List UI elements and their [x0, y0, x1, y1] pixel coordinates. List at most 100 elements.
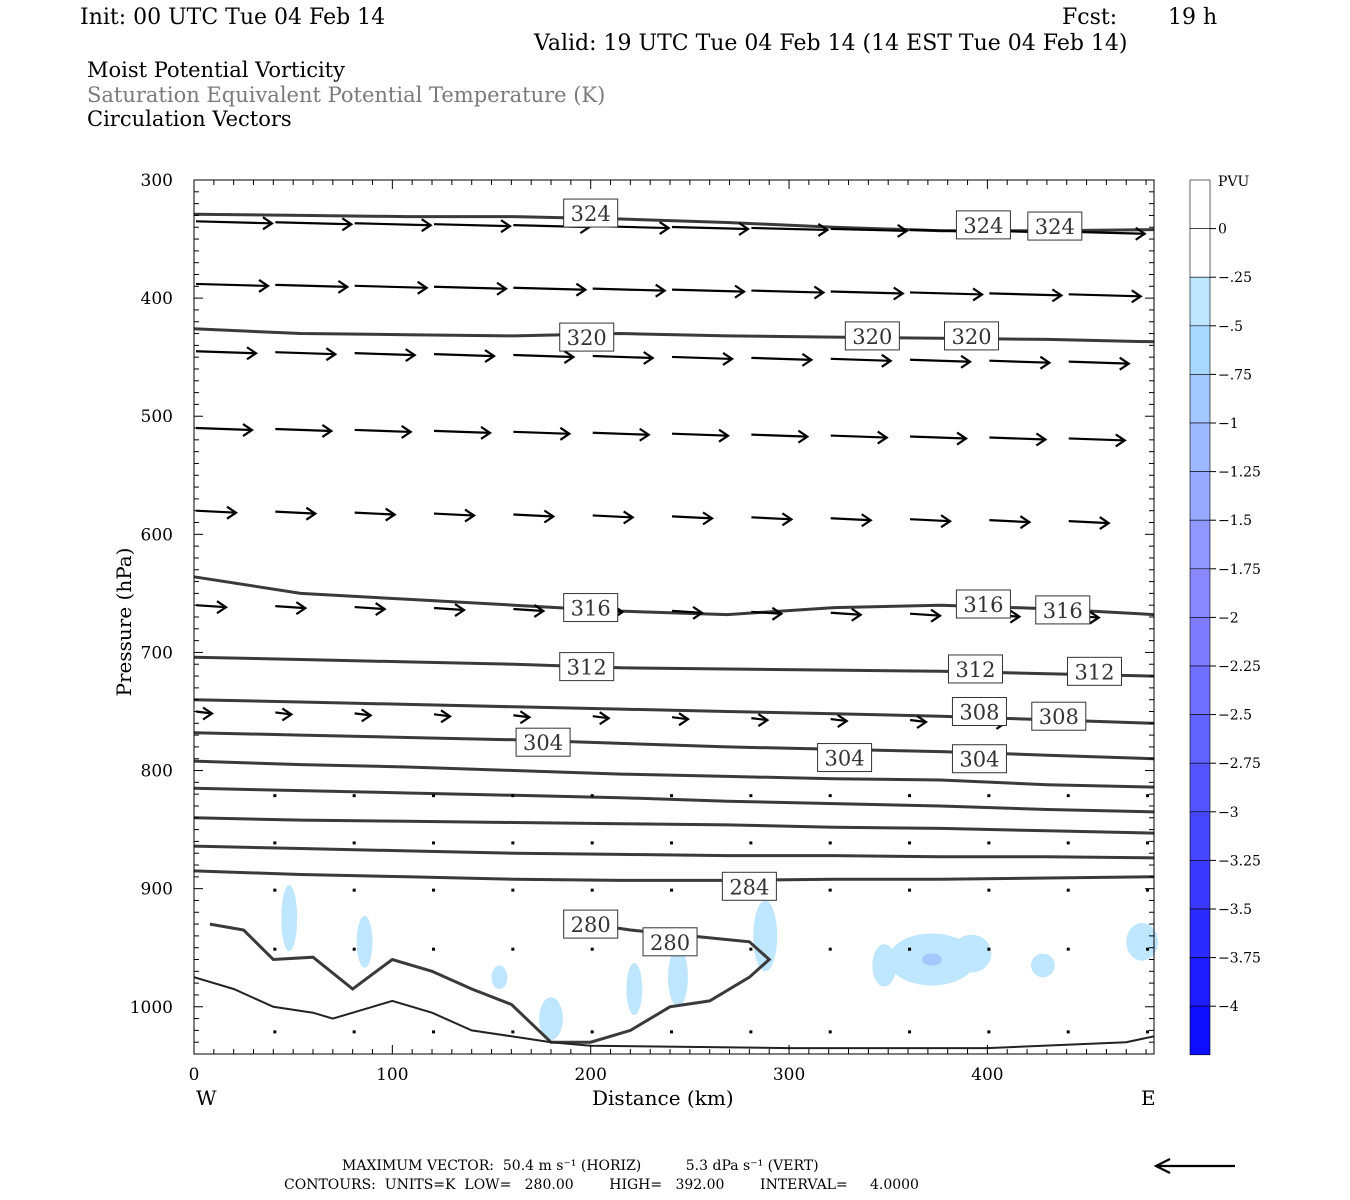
vector-dot — [749, 794, 753, 798]
y-tick-label: 1000 — [130, 998, 173, 1018]
vector-dot — [987, 794, 991, 798]
contour-304 — [193, 731, 1155, 761]
contour-320 — [193, 327, 1155, 344]
colorbar-swatch — [1189, 957, 1211, 1007]
vector-arrow — [1068, 433, 1127, 448]
colorbar-swatch — [1189, 519, 1211, 570]
y-axis-title: Pressure (hPa) — [112, 547, 136, 697]
vector-arrow — [592, 510, 635, 525]
contour-label: 284 — [729, 875, 769, 899]
vector-arrow — [513, 350, 576, 364]
vector-arrow — [195, 505, 238, 520]
contour-label: 280 — [571, 913, 611, 937]
vector-arrow — [354, 348, 417, 363]
colorbar-swatch — [1189, 276, 1211, 327]
reference-vector — [1153, 1158, 1235, 1174]
vector-arrow — [592, 351, 655, 365]
vector-arrow — [830, 353, 893, 368]
contour-label-box — [817, 743, 873, 773]
colorbar-swatch — [1189, 568, 1211, 618]
contour-284 — [193, 869, 1155, 882]
vector-arrow — [989, 355, 1052, 370]
pv-shading — [281, 885, 1158, 1040]
init-time: Init: 00 UTC Tue 04 Feb 14 — [80, 5, 386, 30]
vector-dot — [511, 794, 515, 798]
vector-dot — [1146, 947, 1150, 951]
vector-dot — [828, 794, 832, 798]
vector-arrow — [671, 352, 735, 366]
vector-arrow — [433, 603, 467, 617]
contour-label: 324 — [571, 202, 611, 226]
vector-dot — [987, 841, 991, 845]
vector-arrow — [275, 279, 350, 294]
contour-296 — [193, 786, 1155, 814]
vector-dot — [273, 947, 277, 951]
vector-dot — [828, 841, 832, 845]
vector-arrow — [513, 282, 588, 297]
colorbar-label: −.75 — [1218, 367, 1252, 383]
colorbar-swatch — [1189, 714, 1211, 764]
vector-arrow — [195, 423, 254, 437]
vector-dot — [590, 794, 594, 798]
colorbar-swatch — [1189, 471, 1211, 521]
contour-label: 304 — [523, 731, 563, 755]
contour-label: 320 — [852, 325, 892, 349]
contour-label-box — [955, 589, 1011, 619]
vector-arrow — [909, 608, 943, 623]
colorbar-swatch — [1189, 422, 1211, 472]
colorbar-label: −4 — [1218, 999, 1239, 1015]
contour-label: 304 — [959, 748, 999, 772]
vector-dot — [828, 1030, 832, 1034]
contour-label: 316 — [1043, 599, 1083, 623]
pv-area-0 — [281, 885, 298, 952]
vector-dot — [1146, 794, 1150, 798]
pv-area-3 — [626, 963, 643, 1016]
y-tick-label: 300 — [141, 171, 173, 191]
vector-arrow — [275, 707, 294, 722]
vector-dot — [432, 947, 436, 951]
x-tick-label: 100 — [376, 1065, 408, 1085]
vector-arrow — [433, 425, 493, 440]
circulation-vectors — [195, 216, 1150, 1034]
vector-arrow — [433, 508, 477, 523]
vector-dot — [1066, 947, 1070, 951]
vector-arrow — [195, 600, 228, 615]
reference-vector-head — [1153, 1158, 1171, 1174]
contour-label-box — [947, 654, 1003, 684]
pv-area-4 — [668, 947, 688, 1007]
colorbar-label: −.5 — [1218, 319, 1243, 335]
vector-dot — [1066, 888, 1070, 892]
contour-label: 324 — [963, 214, 1003, 238]
contour-300 — [193, 759, 1155, 789]
colorbar-swatch — [1189, 762, 1211, 813]
vector-arrow — [433, 219, 513, 234]
vector-arrow — [275, 424, 334, 438]
vector-dot — [1066, 841, 1070, 845]
colorbar-label: −.25 — [1218, 270, 1252, 286]
vector-arrow — [672, 284, 747, 299]
vector-dot — [749, 1030, 753, 1034]
vector-arrow — [671, 511, 715, 526]
vector-dot — [352, 888, 356, 892]
vector-dot — [670, 794, 674, 798]
vector-dot — [908, 947, 912, 951]
contour-label-box — [515, 727, 571, 757]
y-tick-label: 500 — [141, 407, 173, 427]
y-tick-label: 600 — [141, 525, 173, 545]
vector-arrow — [909, 715, 929, 729]
plot-frame: 0 100 200 300 400 300 400 500 600 700 800 900 1000 — [130, 171, 1155, 1085]
vector-arrow — [275, 601, 308, 616]
contour-label-box — [955, 210, 1011, 240]
pv-area-1 — [356, 915, 373, 968]
vector-dot — [273, 841, 277, 845]
vector-arrow — [433, 281, 509, 296]
contour-308 — [193, 698, 1155, 725]
colorbar-label: −2 — [1218, 610, 1239, 626]
contour-label-box — [1035, 595, 1091, 625]
vector-arrow — [910, 354, 973, 369]
colorbar-label: −3.5 — [1218, 902, 1252, 918]
vector-arrow — [354, 425, 413, 439]
vector-dot — [1146, 1030, 1150, 1034]
vector-dot — [1146, 888, 1150, 892]
